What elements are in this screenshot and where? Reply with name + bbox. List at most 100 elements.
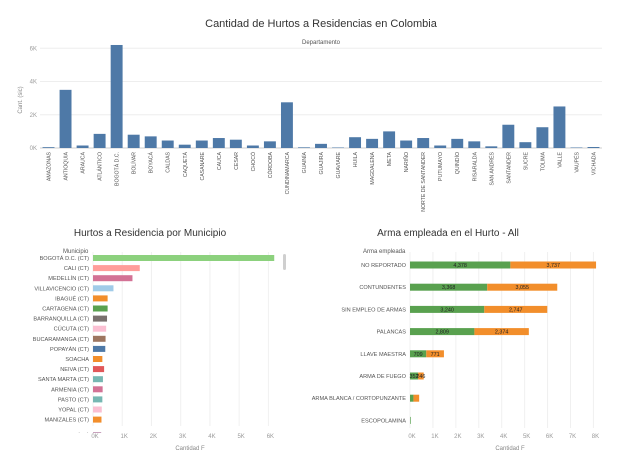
arma-bar-segment[interactable] bbox=[484, 305, 548, 313]
municipio-bar[interactable] bbox=[93, 386, 103, 393]
dept-ytick-label: 2K bbox=[30, 113, 37, 119]
dept-category-label: CÓRDOBA bbox=[267, 151, 274, 178]
municipio-bar[interactable] bbox=[93, 356, 103, 362]
dept-bar[interactable] bbox=[434, 145, 447, 148]
dept-category-label: NORTE DE SANTANDER bbox=[421, 152, 427, 212]
dept-bar[interactable] bbox=[246, 145, 259, 148]
arma-bar-segment[interactable] bbox=[410, 305, 485, 313]
dept-ytick-label: 4K bbox=[30, 80, 37, 86]
dept-bar[interactable] bbox=[127, 134, 140, 148]
dept-category-label: CALDAS bbox=[166, 151, 172, 172]
dept-category-label: CASANARE bbox=[200, 151, 206, 180]
dept-bar[interactable] bbox=[366, 138, 379, 148]
dept-category-label: CUNDINAMARCA bbox=[285, 151, 291, 194]
municipio-bar[interactable] bbox=[93, 325, 107, 332]
arma-bar-segment[interactable] bbox=[410, 394, 414, 402]
dept-category-label: SANTANDER bbox=[506, 152, 512, 184]
arma-bar-segment[interactable] bbox=[410, 283, 488, 291]
arma-xtick-label: 2K bbox=[454, 434, 461, 440]
arma-bar-segment[interactable] bbox=[510, 261, 597, 269]
dept-category-label: BOYACÁ bbox=[148, 151, 155, 173]
arma-data-label: 3,368 bbox=[442, 285, 456, 291]
municipio-bar[interactable] bbox=[93, 366, 105, 373]
dept-bar[interactable] bbox=[42, 147, 55, 148]
arma-data-label: 2,374 bbox=[495, 330, 509, 336]
arma-bar-segment[interactable] bbox=[413, 394, 420, 402]
arma-row-label: ARMA BLANCA / CORTOPUNZANTE bbox=[312, 396, 407, 402]
dept-bar[interactable] bbox=[553, 106, 566, 148]
arma-xtick-label: 0K bbox=[408, 434, 415, 440]
dept-bar[interactable] bbox=[485, 146, 498, 148]
dept-bar[interactable] bbox=[212, 138, 225, 148]
dept-bar[interactable] bbox=[315, 143, 327, 148]
municipio-bar[interactable] bbox=[93, 335, 106, 342]
dept-bar[interactable] bbox=[178, 144, 191, 148]
municipio-row-label: IBAGUÉ (CT) bbox=[55, 295, 89, 302]
municipio-bar[interactable] bbox=[93, 265, 140, 272]
dept-bar[interactable] bbox=[110, 44, 123, 148]
dept-bar[interactable] bbox=[502, 124, 515, 148]
municipio-bar[interactable] bbox=[93, 295, 108, 302]
municipio-bar[interactable] bbox=[93, 396, 103, 403]
municipio-chart-title: Hurtos a Residencia por Municipio bbox=[74, 228, 227, 239]
dept-bar[interactable] bbox=[298, 147, 310, 148]
municipio-bar[interactable] bbox=[93, 345, 106, 352]
dept-category-label: NARIÑO bbox=[403, 152, 410, 172]
dept-category-label: MAGDALENA bbox=[370, 151, 376, 184]
municipio-xtick-label: 3K bbox=[179, 434, 186, 440]
dept-bar[interactable] bbox=[76, 145, 89, 148]
municipio-bar[interactable] bbox=[93, 275, 133, 282]
arma-bar-segment[interactable] bbox=[426, 350, 444, 358]
dept-bar[interactable] bbox=[417, 138, 430, 148]
dept-bar[interactable] bbox=[263, 141, 276, 148]
arma-bar-segment[interactable] bbox=[410, 372, 419, 380]
arma-xtick-label: 7K bbox=[569, 434, 576, 440]
dept-category-label: BOGOTÁ D.C. bbox=[114, 152, 121, 186]
arma-bar-segment[interactable] bbox=[410, 328, 475, 336]
municipio-bar[interactable] bbox=[93, 305, 108, 312]
dept-category-label: TOLIMA bbox=[540, 151, 546, 171]
municipio-row-label: SOACHA bbox=[65, 357, 89, 363]
dept-category-label: CHOCÓ bbox=[250, 152, 257, 171]
municipio-bar[interactable] bbox=[93, 315, 108, 322]
municipio-bar[interactable] bbox=[93, 255, 275, 261]
dept-bar[interactable] bbox=[144, 136, 157, 148]
municipio-row-label: POPAYÁN (CT) bbox=[50, 346, 89, 353]
dept-bar[interactable] bbox=[161, 140, 174, 148]
municipio-bar[interactable] bbox=[93, 285, 114, 292]
municipio-xtick-label: 6K bbox=[267, 434, 274, 440]
dept-bar[interactable] bbox=[59, 89, 72, 148]
arma-bar-segment[interactable] bbox=[410, 350, 427, 358]
dept-bar[interactable] bbox=[400, 140, 413, 148]
arma-data-label: 771 bbox=[431, 352, 440, 358]
dept-bar[interactable] bbox=[451, 138, 464, 148]
dept-bar[interactable] bbox=[587, 147, 600, 148]
dept-category-label: GUAJIRA bbox=[319, 151, 325, 174]
arma-row-label: ESCOPOLAMINA bbox=[361, 418, 406, 424]
municipio-bar[interactable] bbox=[93, 376, 103, 383]
dept-bar[interactable] bbox=[195, 140, 208, 148]
municipio-bar[interactable] bbox=[93, 406, 102, 413]
arma-bar-segment[interactable] bbox=[474, 328, 529, 336]
dept-bar[interactable] bbox=[349, 137, 362, 148]
dept-ytick-label: 0K bbox=[30, 146, 37, 152]
arma-bar-segment[interactable] bbox=[410, 416, 411, 424]
dept-chart-ylabel: Cant. (sic) bbox=[18, 86, 24, 113]
dept-chart-title: Cantidad de Hurtos a Residencias en Colo… bbox=[205, 18, 438, 30]
dept-bar[interactable] bbox=[383, 131, 396, 148]
municipio-bar[interactable] bbox=[93, 416, 102, 423]
dept-bar[interactable] bbox=[229, 139, 242, 148]
municipio-row-label: MANIZALES (CT) bbox=[45, 418, 90, 424]
dept-bar[interactable] bbox=[280, 102, 293, 148]
municipio-row-label: VILLAVICENCIO (CT) bbox=[34, 286, 89, 292]
municipio-scrollbar[interactable] bbox=[283, 254, 286, 270]
arma-bar-segment[interactable] bbox=[487, 283, 558, 291]
dept-bar[interactable] bbox=[468, 141, 481, 148]
dept-category-label: BOLÍVAR bbox=[131, 152, 138, 174]
dept-bar[interactable] bbox=[519, 142, 532, 148]
municipio-chart-xlabel: Cantidad F bbox=[175, 446, 205, 452]
dept-bar[interactable] bbox=[536, 127, 549, 148]
dept-bar[interactable] bbox=[93, 133, 106, 148]
arma-bar-segment[interactable] bbox=[418, 372, 424, 380]
arma-bar-segment[interactable] bbox=[410, 261, 511, 269]
